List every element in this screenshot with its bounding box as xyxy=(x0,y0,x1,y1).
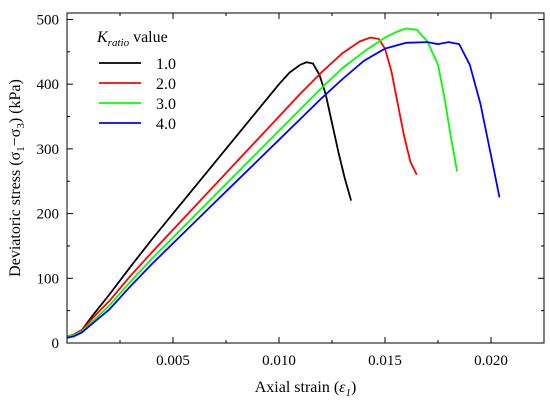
legend-title: Kratio value xyxy=(96,29,168,49)
series-line-2 xyxy=(66,36,418,338)
x-tick-label: 0.020 xyxy=(474,353,508,369)
x-tick-label: 0.015 xyxy=(368,353,402,369)
y-tick-label: 300 xyxy=(37,142,60,158)
y-tick-label: 500 xyxy=(37,12,60,28)
y-tick-label: 0 xyxy=(52,336,60,352)
x-axis-title-end: ) xyxy=(351,379,356,396)
y-axis-title: Deviatoric stress (σ1−σ3) (kPa) xyxy=(7,79,27,277)
legend-label-3: 3.0 xyxy=(156,96,176,113)
plot-frame xyxy=(66,12,545,344)
legend-label-2: 2.0 xyxy=(156,76,176,93)
legend-label-1: 1.0 xyxy=(156,56,176,73)
axis-ticks: 0.005 0.010 0.015 0.020 0 100 200 300 400 500 xyxy=(37,12,544,369)
x-tick-label: 0.005 xyxy=(156,353,190,369)
legend-label-4: 4.0 xyxy=(156,116,176,133)
plot-series-group xyxy=(66,27,501,339)
x-axis-title-text: Axial strain ( xyxy=(255,379,339,396)
legend-title-symbol: K xyxy=(96,29,109,46)
x-axis-title-subscript: 1 xyxy=(345,387,351,399)
y-axis-title-part-3: −σ xyxy=(7,128,24,146)
series-line-3 xyxy=(66,27,458,338)
y-tick-label: 100 xyxy=(37,271,60,287)
y-tick-label: 200 xyxy=(37,207,60,223)
series-line-1 xyxy=(66,61,352,339)
y-axis-title-part-1: Deviatoric stress (σ xyxy=(7,151,24,276)
y-axis-title-part-4: 3 xyxy=(15,123,27,129)
y-tick-label: 400 xyxy=(37,77,60,93)
legend: Kratio value 1.0 2.0 3.0 4.0 xyxy=(96,29,176,133)
y-axis-title-part-2: 1 xyxy=(15,146,27,152)
series-line-4 xyxy=(66,41,501,339)
legend-title-suffix: value xyxy=(129,29,168,46)
y-axis-title-part-5: ) (kPa) xyxy=(7,79,24,123)
legend-title-subscript: ratio xyxy=(108,37,130,49)
x-axis-title: Axial strain (ε1) xyxy=(255,379,357,399)
x-tick-label: 0.010 xyxy=(262,353,296,369)
x-axis-title-symbol: ε xyxy=(339,379,346,396)
